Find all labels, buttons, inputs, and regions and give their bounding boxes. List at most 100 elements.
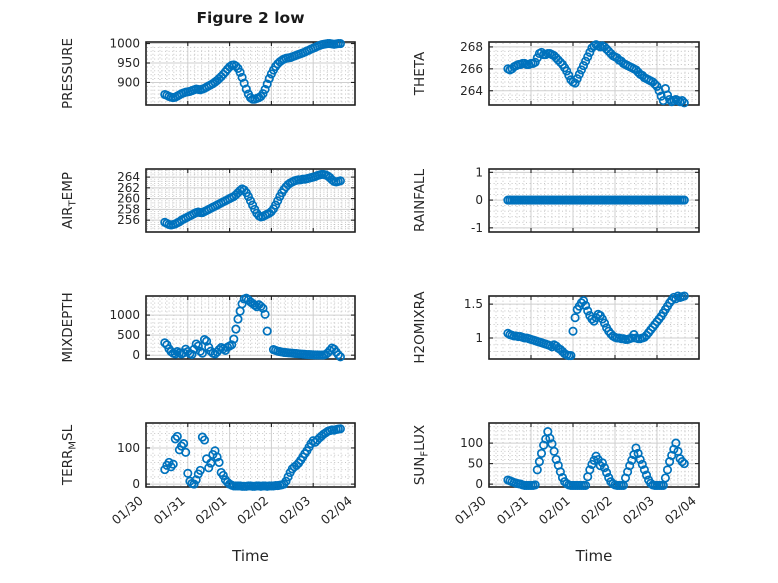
data-point [271, 200, 281, 210]
tick-marks [145, 423, 356, 487]
data-point [562, 66, 572, 76]
tick-marks [488, 42, 700, 105]
data-point [576, 65, 586, 75]
data-point [231, 324, 241, 334]
tick-marks [145, 169, 356, 232]
subplot-terr_msl: 0 100 TERRMSL 01/30 01/31 02/01 02/02 02/03 02/0… [60, 422, 356, 528]
y-tick-labels: 900 950 1000 [109, 37, 140, 90]
data-point [245, 93, 256, 103]
data-point [248, 200, 258, 210]
y-tick-labels: 0 50 100 [460, 436, 483, 491]
data-point [555, 467, 565, 477]
data-point [191, 475, 201, 485]
data-point [679, 98, 689, 108]
x-tick-label: 02/04 [318, 493, 355, 528]
data-point [199, 435, 210, 445]
data-point [679, 291, 689, 301]
data-point [677, 96, 687, 106]
axes-box [488, 422, 700, 488]
x-tick-label: 01/31 [494, 493, 531, 528]
data-points [160, 169, 345, 230]
data-point [195, 465, 205, 475]
data-point [585, 465, 595, 475]
x-tick-label: 02/04 [662, 493, 699, 528]
data-point [245, 196, 256, 206]
data-points [160, 293, 345, 362]
data-point [581, 56, 591, 66]
y-tick-label: 266 [460, 62, 483, 76]
data-point [160, 338, 170, 348]
data-point [256, 301, 266, 311]
data-point [164, 457, 174, 467]
data-point [568, 326, 578, 336]
data-point [536, 448, 547, 458]
y-tick-labels: 264 266 268 [460, 40, 483, 98]
x-axis-label-left: Time [232, 547, 269, 565]
data-point [214, 345, 224, 355]
data-point [679, 195, 689, 205]
data-point [233, 314, 243, 324]
data-point [679, 459, 689, 469]
data-point [335, 424, 345, 434]
y-tick-labels: 11.5 [464, 297, 483, 345]
data-point [545, 433, 555, 443]
data-point [677, 457, 687, 467]
data-point [262, 326, 272, 336]
y-tick-label: 264 [460, 84, 483, 98]
y-axis-label: PRESSURE [60, 38, 76, 109]
x-tick-label: 02/02 [578, 493, 615, 528]
data-point [585, 47, 595, 57]
tick-marks [488, 169, 700, 232]
y-tick-label: -1 [471, 221, 483, 235]
axes-box [145, 168, 356, 233]
data-point [187, 349, 197, 359]
data-point [534, 457, 544, 467]
data-point [650, 79, 660, 89]
data-point [235, 67, 245, 77]
data-point [587, 314, 597, 324]
data-point [530, 57, 540, 67]
data-point [566, 351, 576, 361]
subplot-theta: 264 266 268 THETA [412, 40, 700, 108]
data-point [665, 94, 675, 105]
tick-marks [145, 42, 356, 105]
x-tick-label: 02/01 [192, 493, 229, 528]
y-tick-label: 500 [117, 328, 140, 342]
x-tick-label: 02/03 [276, 493, 313, 528]
data-point [283, 472, 293, 482]
data-point [530, 480, 540, 490]
data-point [564, 70, 574, 80]
x-axis-label-right: Time [575, 547, 613, 565]
data-point [660, 473, 670, 483]
data-point [218, 470, 228, 480]
data-point [599, 463, 610, 473]
x-tick-labels: 01/30 01/31 02/01 02/02 02/03 02/04 [452, 493, 699, 528]
figure-title: Figure 2 low [196, 9, 305, 27]
data-point [231, 61, 241, 71]
y-tick-label: 264 [117, 170, 140, 184]
data-point [273, 196, 283, 206]
data-point [197, 348, 207, 358]
y-tick-label: 1000 [109, 37, 140, 51]
data-point [281, 476, 291, 486]
y-axis-label: H2OMIXRA [412, 291, 428, 364]
data-point [570, 313, 580, 323]
y-axis-label: RAINFALL [412, 169, 428, 232]
minor-grid [490, 170, 698, 231]
data-point [241, 84, 251, 94]
data-points [503, 291, 689, 361]
data-point [635, 454, 645, 465]
minor-grid [490, 424, 698, 486]
data-point [172, 431, 182, 441]
data-point [578, 296, 589, 306]
data-point [547, 342, 557, 352]
axes-box [488, 295, 700, 360]
data-point [570, 78, 580, 88]
y-tick-label: 256 [117, 213, 140, 227]
data-point [549, 446, 559, 456]
x-tick-label: 01/30 [109, 493, 146, 528]
